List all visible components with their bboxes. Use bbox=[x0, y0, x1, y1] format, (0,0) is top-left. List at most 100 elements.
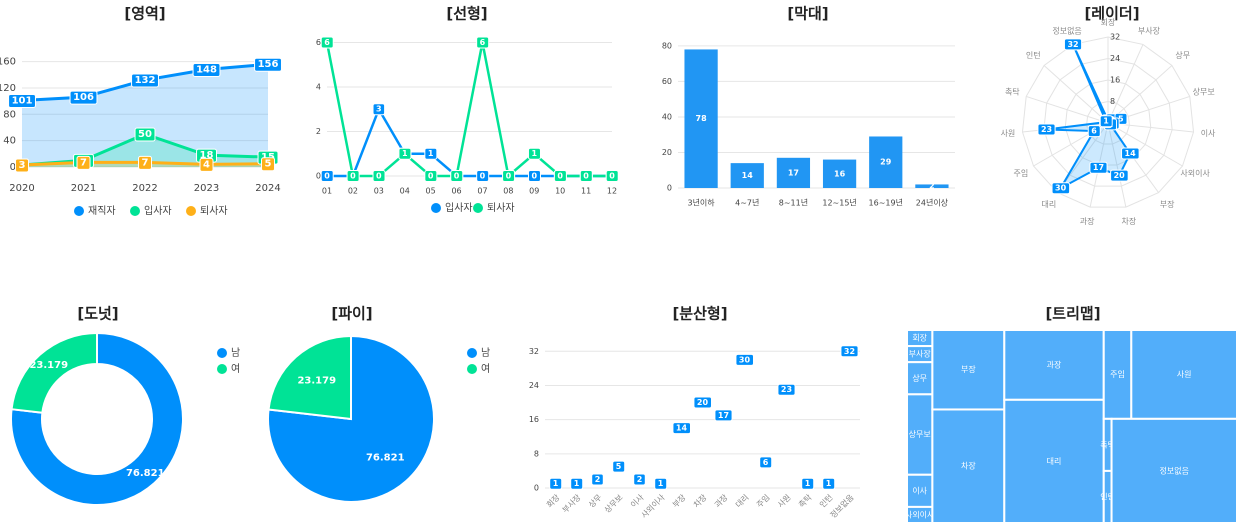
x-tick-label: 사원 bbox=[776, 493, 793, 510]
y-tick-label: 24 bbox=[529, 381, 539, 390]
cell-label: 상무 bbox=[912, 373, 927, 383]
value-label: 32 bbox=[844, 347, 855, 356]
r-tick-label: 32 bbox=[1110, 33, 1120, 42]
value-label-bg bbox=[672, 422, 691, 435]
spoke bbox=[1026, 95, 1109, 124]
value-label: 7 bbox=[142, 157, 149, 168]
category-label: 촉탁 bbox=[1005, 86, 1020, 96]
series-line bbox=[325, 42, 612, 179]
value-label: 76.821 bbox=[126, 468, 165, 479]
value-label-bg bbox=[398, 147, 412, 160]
value-label-bg bbox=[1051, 182, 1071, 195]
legend-marker bbox=[467, 348, 477, 358]
x-tick-label: 12~15년 bbox=[822, 198, 856, 208]
value-label-bg bbox=[320, 36, 334, 49]
value-label-bg bbox=[372, 103, 386, 116]
x-tick-label: 대리 bbox=[734, 493, 751, 510]
value-label: 132 bbox=[135, 75, 156, 86]
y-tick-label: 40 bbox=[3, 136, 16, 147]
x-tick-label: 2021 bbox=[71, 183, 96, 194]
value-label-bg bbox=[553, 170, 567, 182]
chart-title: [도넛] bbox=[77, 305, 118, 323]
value-label: 5 bbox=[265, 159, 272, 170]
spoke bbox=[1107, 122, 1127, 208]
cell-label: 상무보 bbox=[909, 429, 931, 439]
category-label: 차장 bbox=[1122, 216, 1137, 226]
value-label: 0 bbox=[609, 172, 615, 181]
legend-label: 여 bbox=[481, 363, 490, 375]
chart-title: [영역] bbox=[124, 5, 165, 23]
x-tick-label: 05 bbox=[426, 187, 436, 196]
bar bbox=[822, 159, 857, 188]
y-tick-label: 8 bbox=[534, 449, 539, 458]
x-tick-label: 3년이하 bbox=[687, 198, 715, 208]
value-label: 0 bbox=[454, 172, 460, 181]
value-label: 6 bbox=[324, 38, 330, 47]
y-tick-label: 60 bbox=[662, 77, 672, 86]
y-tick-label: 2 bbox=[316, 127, 321, 136]
value-label: 30 bbox=[739, 355, 751, 364]
value-label-bg bbox=[192, 62, 221, 77]
category-label: 정보없음 bbox=[1052, 26, 1081, 36]
value-label-bg bbox=[1063, 38, 1083, 51]
x-tick-label: 과장 bbox=[712, 492, 730, 510]
value-label-bg bbox=[735, 353, 754, 366]
value-label-bg bbox=[570, 477, 584, 490]
category-label: 과장 bbox=[1080, 216, 1095, 226]
x-tick-label: 이사 bbox=[628, 492, 646, 510]
cell-label: 사원 bbox=[1177, 370, 1192, 379]
x-tick-label: 상무보 bbox=[602, 492, 625, 515]
value-label: 2 bbox=[595, 475, 601, 484]
r-tick-label: 16 bbox=[1110, 76, 1120, 85]
value-label-bg bbox=[1087, 125, 1101, 138]
value-label: 1 bbox=[574, 479, 580, 488]
value-label-bg bbox=[15, 158, 30, 173]
value-label: 0 bbox=[324, 172, 330, 181]
y-tick-label: 80 bbox=[662, 41, 672, 50]
x-tick-label: 04 bbox=[400, 187, 410, 196]
value-label: 76.821 bbox=[366, 452, 405, 463]
category-label: 상무 bbox=[1175, 50, 1190, 60]
chart-title: [선형] bbox=[446, 5, 487, 23]
y-tick-label: 20 bbox=[662, 148, 672, 157]
treemap-cell bbox=[1003, 329, 1105, 401]
value-label: 3 bbox=[376, 105, 382, 114]
spoke bbox=[1107, 44, 1144, 124]
bar bbox=[684, 49, 718, 188]
legend-label: 재직자 bbox=[88, 205, 116, 217]
value-label-bg bbox=[693, 396, 712, 409]
y-tick-label: 0 bbox=[316, 172, 321, 181]
value-label-bg bbox=[424, 170, 438, 182]
treemap-cell bbox=[1130, 329, 1238, 420]
value-label: 23.179 bbox=[29, 360, 68, 371]
value-label: 14 bbox=[742, 171, 754, 180]
value-label: 1 bbox=[553, 479, 559, 488]
value-label: 17 bbox=[1093, 163, 1104, 172]
value-label: 2 bbox=[929, 182, 935, 191]
cell-label: 과장 bbox=[1047, 359, 1062, 369]
y-tick-label: 16 bbox=[529, 415, 539, 424]
area-fill bbox=[22, 64, 268, 167]
cell-label: 사외이사 bbox=[905, 509, 935, 519]
value-label: 148 bbox=[196, 64, 217, 75]
y-tick-label: 80 bbox=[3, 109, 16, 120]
series-line bbox=[327, 106, 612, 178]
y-tick-label: 0 bbox=[10, 162, 16, 173]
value-label: 0 bbox=[506, 172, 512, 181]
value-label-bg bbox=[8, 93, 36, 108]
x-tick-label: 24년이상 bbox=[916, 198, 949, 208]
x-tick-label: 06 bbox=[451, 187, 461, 196]
y-tick-label: 160 bbox=[0, 57, 16, 68]
cell-label: 인턴 bbox=[1100, 491, 1115, 501]
cell-label: 회장 bbox=[912, 333, 927, 343]
x-tick-label: 02 bbox=[348, 187, 358, 196]
value-label-bg bbox=[261, 157, 276, 172]
value-label: 106 bbox=[73, 92, 94, 103]
value-label: 5 bbox=[1118, 114, 1124, 123]
x-tick-label: 07 bbox=[477, 187, 487, 196]
value-label: 14 bbox=[676, 424, 688, 433]
x-tick-label: 10 bbox=[555, 187, 565, 196]
x-tick-label: 사외이사 bbox=[639, 492, 667, 520]
value-label-bg bbox=[1037, 123, 1056, 136]
value-label-bg bbox=[199, 157, 214, 172]
